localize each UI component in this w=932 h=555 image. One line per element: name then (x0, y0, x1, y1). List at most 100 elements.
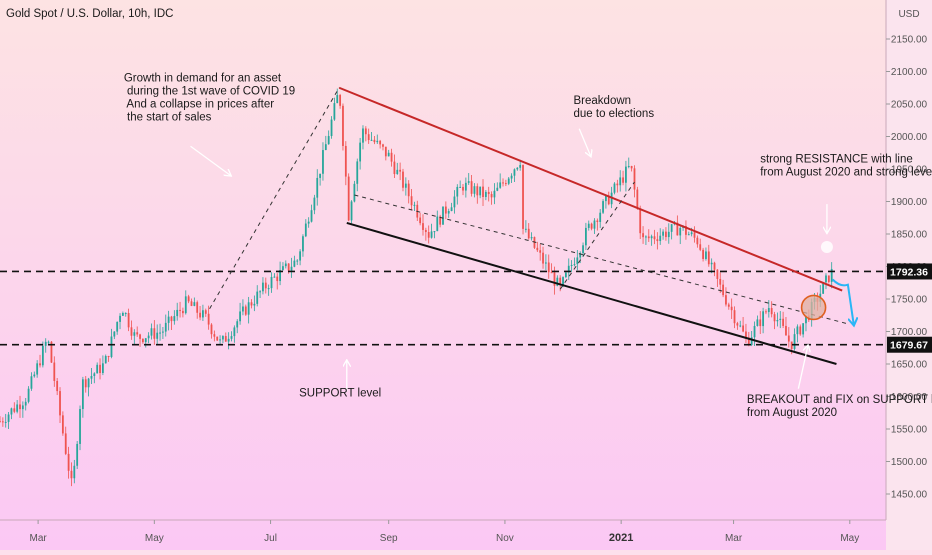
candle (536, 241, 539, 253)
candlestick-series (0, 88, 833, 487)
candle (79, 405, 81, 451)
candle (419, 212, 422, 226)
candle (387, 149, 390, 157)
candle (233, 325, 236, 343)
candle (262, 277, 264, 295)
candle (484, 190, 487, 201)
candle (705, 247, 707, 261)
price-tick-label: 1850.00 (891, 230, 928, 241)
candle (184, 290, 187, 315)
candle (101, 355, 104, 376)
time-axis: Mar May Jul Sep Nov 2021 Mar May (29, 520, 859, 544)
candle (270, 272, 273, 293)
candle (242, 299, 244, 316)
candle (805, 315, 807, 332)
candle (656, 232, 659, 250)
candle (696, 235, 699, 248)
candle (150, 323, 153, 340)
candle (630, 165, 633, 172)
price-tick-label: 1750.00 (891, 295, 928, 306)
candle (56, 378, 59, 396)
candle (647, 229, 650, 242)
candle (179, 301, 181, 318)
currency-label: USD (898, 9, 919, 20)
dashed-covid-rise (209, 87, 340, 310)
time-tick-label: Jul (264, 533, 277, 544)
candle (299, 249, 301, 266)
candle (162, 327, 164, 339)
price-tick-label: 2000.00 (891, 132, 928, 143)
candle (436, 210, 439, 232)
candle (753, 321, 756, 346)
candle (1, 417, 4, 427)
candle (513, 168, 516, 182)
candle (147, 332, 150, 344)
arrow-covid (190, 145, 231, 175)
candle (107, 355, 110, 362)
candle (282, 262, 284, 271)
candle (81, 376, 84, 418)
candle (667, 223, 670, 244)
horizontal-levels: 1792.36 1679.67 (0, 263, 932, 353)
candle (359, 137, 362, 170)
price-tick-label: 1450.00 (891, 490, 928, 501)
candle (467, 173, 470, 185)
price-tick-label: 1900.00 (891, 197, 928, 208)
candle (413, 201, 416, 212)
candle (30, 372, 33, 391)
candle (422, 214, 424, 236)
candle (499, 173, 502, 189)
candle (307, 217, 310, 228)
candle (727, 302, 730, 310)
candle (70, 462, 73, 487)
candle (130, 320, 133, 340)
candle (207, 305, 210, 330)
candle (59, 387, 61, 423)
candle (296, 259, 299, 266)
candle (379, 139, 382, 149)
candle (236, 319, 239, 334)
candle (802, 323, 805, 338)
candle (736, 321, 739, 330)
candle (430, 223, 433, 239)
candle (424, 227, 427, 241)
candle (273, 273, 276, 278)
candle (96, 362, 99, 374)
candle (87, 377, 90, 397)
candle (330, 116, 333, 139)
resistance-level-label: 1792.36 (890, 266, 928, 278)
candle (796, 324, 799, 343)
candle (725, 287, 727, 307)
candle (639, 205, 642, 240)
candle (564, 271, 567, 279)
candle (90, 368, 93, 385)
annotation-breakout: BREAKOUT and FIX on SUPPORT line from Aug… (747, 394, 932, 419)
candle (616, 179, 619, 193)
candle (699, 238, 702, 252)
candle (290, 257, 293, 278)
candle (376, 134, 379, 144)
candle (16, 400, 19, 414)
candle (224, 332, 227, 342)
candle (822, 281, 825, 295)
candle (19, 395, 21, 418)
candle (76, 440, 79, 470)
candle (750, 330, 753, 347)
candle (756, 315, 759, 327)
candle (493, 183, 496, 205)
candle (213, 330, 216, 342)
candle (464, 177, 467, 198)
candle (339, 93, 342, 109)
candle (113, 331, 116, 340)
candle (327, 130, 330, 145)
candle (462, 183, 464, 196)
candle (722, 279, 724, 298)
candle (170, 315, 173, 330)
candle (544, 254, 547, 271)
candle (573, 257, 576, 267)
candle (707, 244, 710, 267)
candle (53, 356, 56, 387)
candle (433, 230, 436, 239)
